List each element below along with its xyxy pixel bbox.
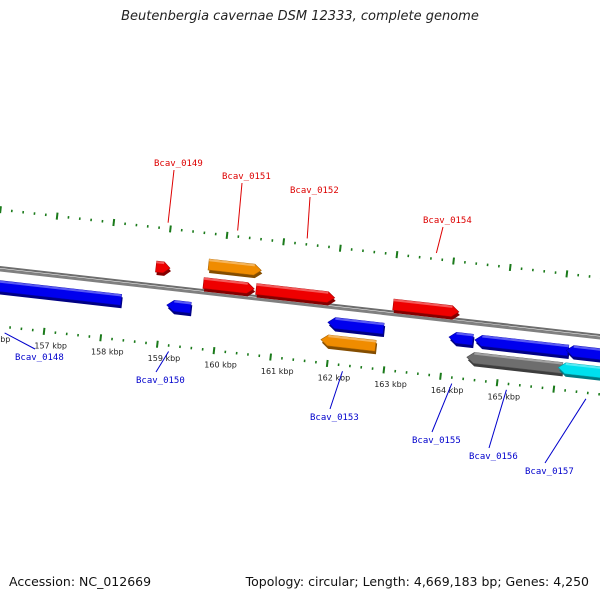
bcav-0154-leader-line [435,226,444,254]
scale-label-157: 157 kbp [34,341,67,350]
summary-text: Topology: circular; Length: 4,669,183 bp… [245,574,589,589]
bottom-scale-major-tick [439,372,442,380]
bcav-0148-feature-highlight [0,280,122,297]
scale-label-156: 156 kbp [0,335,10,344]
bcav-0155-label[interactable]: Bcav_0155 [412,436,461,446]
bcav-0156-feature-highlight [482,335,569,348]
bcav-0153-feature-highlight [328,334,377,343]
bcav-0150-feature-highlight [174,300,192,305]
bcav-0157-label[interactable]: Bcav_0157 [525,467,574,477]
scale-label-164: 164 kbp [431,386,464,395]
scale-label-163: 163 kbp [374,380,407,389]
bottom-scale-major-tick [99,334,103,342]
top-scale-major-tick [112,218,116,227]
bcav-0150-label[interactable]: Bcav_0150 [136,376,185,386]
bcav-0155-feature-highlight [456,332,474,337]
bottom-scale-major-tick [382,366,386,374]
bcav-0153-leader-line [329,371,343,410]
bcav-0156-label[interactable]: Bcav_0156 [469,452,518,462]
bcav-0151-feature[interactable] [207,258,262,276]
top-scale-major-tick [452,257,455,265]
bottom-scale-major-tick [155,340,159,348]
bcav-0149-label[interactable]: Bcav_0149 [154,159,203,169]
bcav-0156-leader-line [488,389,507,449]
bottom-scale-major-tick [325,359,329,368]
top-scale-major-tick [395,251,399,259]
top-scale-major-tick [0,206,2,214]
bcav-0152-feature-highlight [256,283,329,294]
bcav-0156-feature[interactable] [474,334,570,357]
map-title: Beutenbergia cavernae DSM 12333, complet… [121,9,479,24]
bcav-0151-feature-highlight [209,259,255,267]
top-scale-major-tick [282,238,286,246]
bcav-0154-feature-highlight [393,299,453,308]
bcav-0155-leader-line [431,383,453,433]
bcav-0148-feature[interactable] [0,277,123,306]
scale-label-158: 158 kbp [91,348,124,357]
bcav-0157-leader-line [544,398,587,464]
accession-text: Accession: NC_012669 [9,574,152,589]
bcav-0154-label[interactable]: Bcav_0154 [423,216,472,226]
bcav-0153-label[interactable]: Bcav_0153 [310,413,359,423]
bcav-0152-label[interactable]: Bcav_0152 [290,186,339,196]
bottom-scale-major-tick [495,379,499,387]
bcav-0154-feature[interactable] [392,298,460,317]
bcav-0149-feature-highlight [156,261,165,265]
top-scale-major-tick [55,212,59,220]
bottom-scale-major-tick [269,353,273,361]
bottom-scale-major-tick [212,347,216,355]
top-scale-major-tick [565,270,569,278]
bcav-0157-feature-highlight [565,362,600,369]
scale-label-162: 162 kbp [318,373,351,382]
top-scale-major-tick [225,231,229,239]
scale-label-160: 160 kbp [204,361,237,370]
scale-label-161: 161 kbp [261,367,294,376]
bottom-scale-major-tick [42,327,46,335]
bcav-0153-feature-highlight [335,317,385,326]
bcav-0148-label[interactable]: Bcav_0148 [15,353,64,363]
top-scale-major-tick [508,263,512,272]
bcav-0151-label[interactable]: Bcav_0151 [222,172,271,182]
bcav-0149-leader-line [167,169,175,223]
bcav-0151-feature-highlight [203,277,248,285]
backbone-strand-bottom [0,268,600,340]
bcav-0152-leader-line [306,196,311,239]
top-scale-major-tick [338,244,342,252]
bcav-0157-feature-highlight [573,345,600,351]
bcav-0151-leader-line [237,182,243,231]
bcav-0149-feature[interactable] [155,260,171,274]
bottom-scale-major-tick [552,385,556,393]
bcav-0150-leader-line [155,351,170,373]
bcav-0148-leader-line [4,332,36,350]
bcav-0156-feature-highlight [474,352,563,365]
bcav-0151-feature[interactable] [202,277,255,294]
top-scale-major-tick [169,225,172,233]
